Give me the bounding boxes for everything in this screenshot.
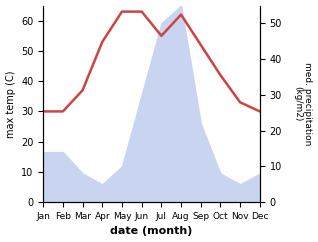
X-axis label: date (month): date (month)	[110, 227, 193, 236]
Y-axis label: max temp (C): max temp (C)	[5, 70, 16, 138]
Y-axis label: med. precipitation
(kg/m2): med. precipitation (kg/m2)	[293, 62, 313, 145]
